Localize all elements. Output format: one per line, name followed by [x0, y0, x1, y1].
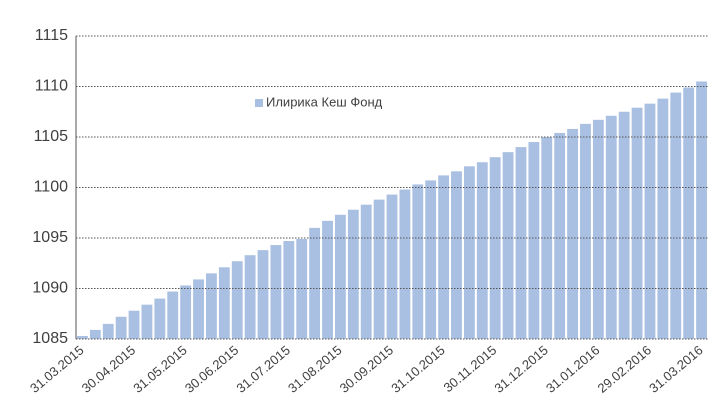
bar — [425, 180, 437, 339]
x-tick-label: 31.08.2015 — [285, 342, 344, 395]
bar — [231, 261, 243, 339]
y-tick-label: 1115 — [35, 27, 68, 44]
bar — [154, 298, 166, 339]
bar — [502, 152, 514, 339]
bar — [528, 142, 540, 339]
y-tick-label: 1105 — [34, 128, 69, 145]
x-tick-label: 30.04.2015 — [79, 342, 138, 395]
bar — [347, 209, 359, 339]
bar — [476, 162, 488, 339]
bar — [360, 204, 372, 339]
bar — [115, 316, 127, 339]
y-tick-label: 1085 — [32, 330, 68, 347]
bar — [515, 147, 527, 339]
bar — [541, 137, 553, 339]
bar — [438, 175, 450, 339]
bar — [451, 171, 462, 339]
x-tick-label: 31.07.2015 — [233, 342, 292, 395]
bar — [592, 119, 604, 339]
bar — [270, 245, 282, 339]
x-tick-label: 31.10.2015 — [388, 342, 447, 395]
bar — [489, 157, 501, 339]
y-tick-label: 1100 — [34, 179, 69, 196]
legend-label: Илирика Кеш Фонд — [266, 94, 383, 109]
bar — [244, 255, 256, 339]
y-tick-label: 1095 — [32, 229, 68, 246]
bar — [322, 220, 333, 339]
bar — [180, 285, 192, 339]
bar — [412, 184, 424, 339]
y-tick-label: 1110 — [35, 78, 68, 95]
bar — [399, 189, 411, 339]
x-tick-label: 30.09.2015 — [337, 342, 396, 395]
bar — [554, 132, 566, 339]
x-tick-label: 30.11.2015 — [441, 342, 500, 395]
bar — [580, 123, 591, 340]
bar — [167, 291, 179, 339]
bar — [618, 111, 630, 339]
bar — [657, 98, 669, 340]
x-tick-label: 30.06.2015 — [182, 342, 241, 395]
bar — [696, 81, 707, 339]
bar — [631, 107, 643, 340]
bar — [386, 194, 398, 339]
bar — [309, 227, 321, 339]
x-tick-label: 31.01.2016 — [543, 342, 602, 395]
bar — [218, 267, 230, 339]
bar — [567, 128, 578, 339]
bar — [463, 166, 475, 339]
bar — [296, 239, 308, 339]
bar — [206, 273, 217, 339]
x-tick-label: 31.03.2015 — [27, 342, 86, 395]
bar — [683, 87, 695, 339]
x-tick-label: 31.05.2015 — [130, 342, 189, 395]
bar — [141, 304, 153, 339]
legend-swatch — [255, 99, 263, 107]
bar — [89, 329, 101, 339]
bar — [128, 310, 140, 339]
x-tick-label: 31.12.2015 — [491, 342, 550, 395]
y-tick-label: 1090 — [32, 280, 68, 297]
bar — [102, 323, 114, 339]
x-tick-label: 31.03.2016 — [646, 342, 705, 395]
bar — [77, 335, 88, 339]
bar — [193, 279, 204, 339]
bar — [257, 250, 269, 339]
bar — [334, 214, 346, 339]
bar — [373, 199, 385, 339]
bar — [670, 92, 682, 339]
bar — [605, 115, 617, 339]
x-tick-label: 29.02.2016 — [595, 342, 654, 395]
bar — [283, 241, 295, 339]
bar — [644, 103, 656, 339]
